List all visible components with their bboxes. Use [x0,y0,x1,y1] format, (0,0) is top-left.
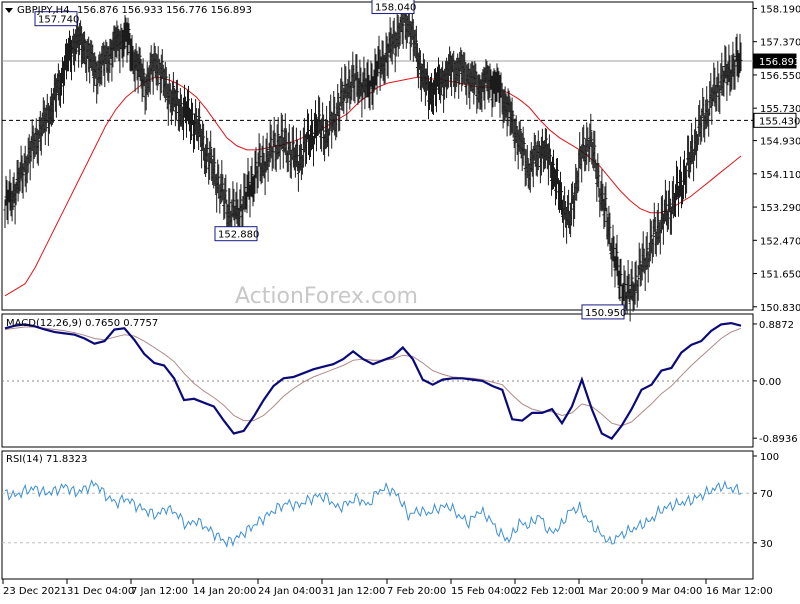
x-axis-label: 1 Mar 20:00 [579,586,639,597]
price-annotation-box [581,304,625,320]
price-annotation-box [371,0,415,15]
moving-average-line-start [4,283,26,297]
macd-axis-label: 0.8872 [759,320,794,331]
x-axis-label: 23 Dec 2021 [3,586,67,597]
rsi-axis-label: 100 [760,452,779,463]
price-annotation: 157.740 [38,15,79,26]
price-axis-label: 154.930 [760,137,800,148]
dropdown-triangle-icon[interactable] [5,8,13,13]
x-axis-label: 16 Mar 12:00 [706,586,773,597]
x-axis-label: 31 Dec 04:00 [67,586,134,597]
watermark: ActionForex.com [235,284,418,309]
price-annotation-box [214,226,258,242]
current-price-label-box [753,53,797,69]
rsi-axis-label: 30 [760,539,773,550]
rsi-axis-label: 70 [760,489,773,500]
price-axis-label: 152.470 [760,236,800,247]
x-axis-label: 7 Feb 20:00 [387,586,446,597]
x-axis-label: 9 Mar 04:00 [642,586,702,597]
macd-line [4,321,742,440]
x-axis-label: 22 Feb 12:00 [515,586,581,597]
price-annotation: 158.040 [375,3,416,14]
x-axis-label: 31 Jan 12:00 [322,586,385,597]
x-axis-label: 7 Jan 12:00 [131,586,188,597]
rsi-header: RSI(14) 71.8323 [6,454,87,465]
current-price-label: 156.893 [759,57,800,68]
rsi-line [4,479,742,548]
macd-axis-label: 0.00 [759,377,781,388]
support-label-box [753,112,797,128]
price-header-ohlc: 156.876 156.933 156.776 156.893 [77,5,252,16]
price-axis-label: 154.110 [760,170,800,181]
price-axis-label: 153.290 [760,203,800,214]
support-label: 155.430 [759,116,800,127]
macd-axis-label: -0.8936 [759,434,798,445]
macd-signal-line [4,326,742,427]
x-axis-label: 15 Feb 04:00 [451,586,517,597]
x-axis-label: 24 Jan 04:00 [258,586,321,597]
price-axis-label: 156.550 [760,71,800,82]
price-axis-label: 155.730 [760,104,800,115]
price-axis-label: 151.650 [760,270,800,281]
price-header-symbol: GBPJPY,H4 [17,5,70,16]
rsi-panel-frame [1,450,754,580]
price-annotation-box [34,11,78,27]
price-axis-label: 158.190 [760,4,800,15]
price-annotation: 152.880 [218,230,259,241]
price-annotation: 150.950 [585,308,626,319]
macd-header: MACD(12,26,9) 0.7650 0.7757 [6,318,158,329]
price-axis-label: 150.830 [760,303,800,314]
moving-average-line [24,76,742,284]
x-axis-label: 14 Jan 20:00 [193,586,256,597]
price-axis-label: 157.370 [760,38,800,49]
